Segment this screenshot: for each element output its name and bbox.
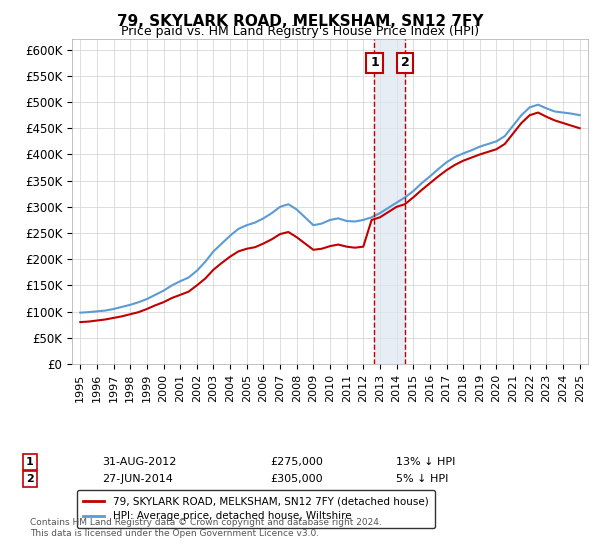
Legend: 79, SKYLARK ROAD, MELKSHAM, SN12 7FY (detached house), HPI: Average price, detac: 79, SKYLARK ROAD, MELKSHAM, SN12 7FY (de… [77, 490, 434, 528]
HPI: Average price, detached house, Wiltshire: (2.02e+03, 4.95e+05): Average price, detached house, Wiltshire… [535, 101, 542, 108]
79, SKYLARK ROAD, MELKSHAM, SN12 7FY (detached house) [193, 282, 200, 289]
HPI: Average price, detached house, Wiltshire: (2e+03, 1.58e+05): Average price, detached house, Wiltshire… [176, 278, 184, 284]
Text: 2: 2 [26, 474, 34, 484]
Text: Price paid vs. HM Land Registry's House Price Index (HPI): Price paid vs. HM Land Registry's House … [121, 25, 479, 38]
HPI: Average price, detached house, Wiltshire: (2.02e+03, 4.75e+05): Average price, detached house, Wiltshire… [576, 112, 583, 119]
79, SKYLARK ROAD, MELKSHAM, SN12 7FY (detached house) [251, 244, 259, 250]
Text: 5% ↓ HPI: 5% ↓ HPI [396, 474, 448, 484]
Text: 27-JUN-2014: 27-JUN-2014 [102, 474, 173, 484]
Text: £275,000: £275,000 [270, 457, 323, 467]
HPI: Average price, detached house, Wiltshire: (2e+03, 1.78e+05): Average price, detached house, Wiltshire… [193, 267, 200, 274]
Text: Contains HM Land Registry data © Crown copyright and database right 2024.
This d: Contains HM Land Registry data © Crown c… [30, 518, 382, 538]
Bar [374, 39, 405, 364]
79, SKYLARK ROAD, MELKSHAM, SN12 7FY (detached house) [576, 125, 583, 132]
79, SKYLARK ROAD, MELKSHAM, SN12 7FY (detached house) [509, 130, 517, 137]
Line: HPI: Average price, detached house, Wiltshire: HPI: Average price, detached house, Wilt… [80, 105, 580, 312]
Text: 1: 1 [370, 56, 379, 69]
HPI: Average price, detached house, Wiltshire: (2.01e+03, 2.7e+05): Average price, detached house, Wiltshire… [251, 219, 259, 226]
79, SKYLARK ROAD, MELKSHAM, SN12 7FY (detached house) [176, 292, 184, 298]
Text: 2: 2 [401, 56, 409, 69]
HPI: Average price, detached house, Wiltshire: (2.01e+03, 2.73e+05): Average price, detached house, Wiltshire… [343, 218, 350, 225]
Text: £305,000: £305,000 [270, 474, 323, 484]
79, SKYLARK ROAD, MELKSHAM, SN12 7FY (detached house) [376, 214, 383, 221]
Text: 13% ↓ HPI: 13% ↓ HPI [396, 457, 455, 467]
Text: 1: 1 [26, 457, 34, 467]
79, SKYLARK ROAD, MELKSHAM, SN12 7FY (detached house) [77, 319, 84, 325]
79, SKYLARK ROAD, MELKSHAM, SN12 7FY (detached house) [343, 243, 350, 250]
79, SKYLARK ROAD, MELKSHAM, SN12 7FY (detached house) [535, 109, 542, 116]
Text: 79, SKYLARK ROAD, MELKSHAM, SN12 7FY: 79, SKYLARK ROAD, MELKSHAM, SN12 7FY [117, 14, 483, 29]
HPI: Average price, detached house, Wiltshire: (2.01e+03, 2.88e+05): Average price, detached house, Wiltshire… [376, 210, 383, 217]
HPI: Average price, detached house, Wiltshire: (2e+03, 9.8e+04): Average price, detached house, Wiltshire… [77, 309, 84, 316]
Line: 79, SKYLARK ROAD, MELKSHAM, SN12 7FY (detached house): 79, SKYLARK ROAD, MELKSHAM, SN12 7FY (de… [80, 113, 580, 322]
HPI: Average price, detached house, Wiltshire: (2.02e+03, 4.55e+05): Average price, detached house, Wiltshire… [509, 122, 517, 129]
Text: 31-AUG-2012: 31-AUG-2012 [102, 457, 176, 467]
